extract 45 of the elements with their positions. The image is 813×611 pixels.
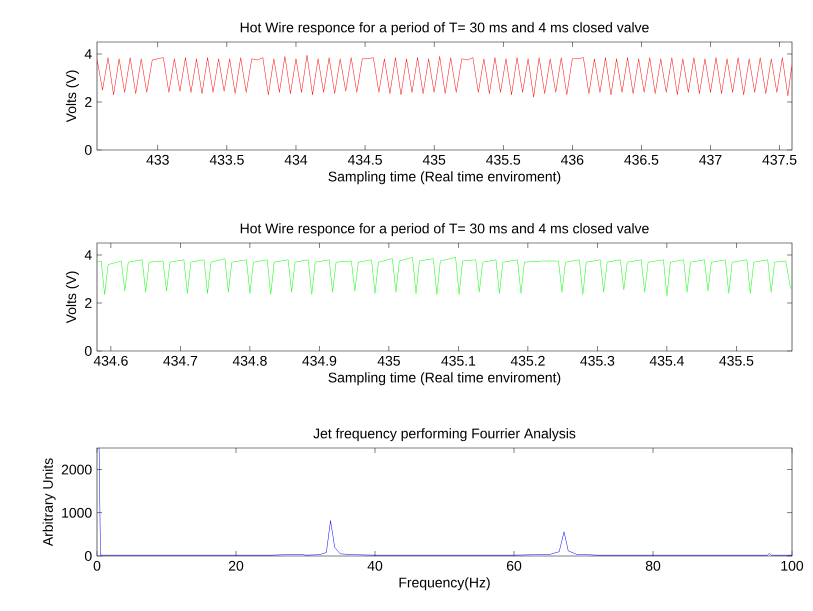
x-tick-label: 60 — [506, 560, 522, 571]
y-tick-label: 4 — [84, 250, 92, 260]
x-tick-label: 436 — [560, 154, 584, 165]
x-tick-label: 434.5 — [348, 154, 382, 165]
chart-title: Jet frequency performing Fourrier Analysis — [313, 428, 576, 442]
x-tick-label: 435.4 — [650, 356, 684, 366]
x-axis-title: Sampling time (Real time enviroment) — [328, 372, 560, 386]
x-tick-label: 433 — [146, 154, 169, 165]
x-tick-label: 434.7 — [163, 356, 198, 366]
y-tick-label: 1000 — [62, 508, 92, 518]
x-tick-label: 40 — [368, 560, 382, 571]
x-tick-label: 0 — [94, 560, 100, 571]
y-tick-label: 0 — [84, 346, 92, 356]
x-tick-label: 436.5 — [624, 154, 658, 165]
chart-title: Hot Wire responce for a period of T= 30 ms and 4 ms closed valve — [240, 22, 649, 36]
x-tick-label: 437.5 — [762, 154, 796, 165]
x-tick-label: 435.2 — [510, 356, 545, 366]
y-axis-title: Volts (V) — [66, 70, 79, 122]
x-tick-label: 435.1 — [441, 356, 476, 366]
x-tick-label: 434.9 — [302, 356, 336, 366]
x-tick-label: 434.6 — [94, 356, 128, 366]
x-tick-label: 435.3 — [580, 356, 614, 366]
x-tick-label: 435 — [378, 356, 400, 366]
x-tick-label: 100 — [781, 560, 804, 571]
y-tick-label: 0 — [84, 145, 92, 155]
y-axis-title: Arbitrary Units — [42, 458, 56, 546]
y-tick-label: 0 — [84, 551, 92, 561]
x-axis-title: Sampling time (Real time enviroment) — [328, 171, 560, 184]
x-tick-label: 433.5 — [210, 154, 244, 165]
y-tick-label: 2 — [85, 97, 92, 107]
y-tick-label: 4 — [84, 49, 92, 59]
line-series — [97, 257, 791, 296]
x-tick-label: 435.5 — [719, 356, 754, 366]
x-axis-title: Frequency(Hz) — [400, 577, 490, 590]
x-tick-label: 80 — [646, 560, 660, 571]
x-tick-label: 437 — [699, 154, 722, 165]
y-tick-label: 2000 — [62, 464, 92, 475]
x-tick-label: 434 — [284, 154, 308, 165]
y-axis-title: Volts (V) — [66, 272, 79, 324]
x-tick-label: 435 — [422, 154, 446, 165]
chart-title: Hot Wire responce for a period of T= 30 ms and 4 ms closed valve — [240, 223, 649, 236]
x-tick-label: 20 — [228, 560, 244, 571]
x-tick-label: 435.5 — [486, 154, 520, 165]
y-tick-label: 2 — [85, 298, 92, 308]
x-tick-label: 434.8 — [232, 356, 267, 366]
